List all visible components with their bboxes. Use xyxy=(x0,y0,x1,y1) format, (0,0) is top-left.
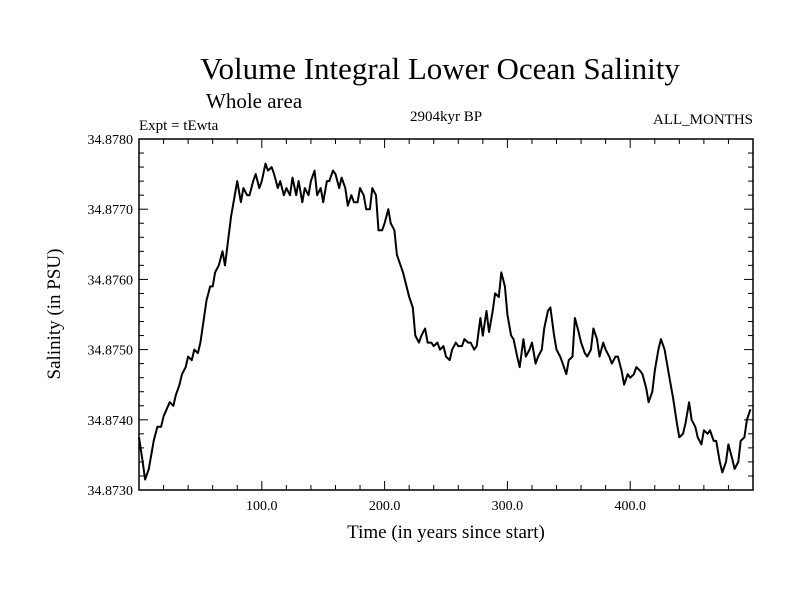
x-tick-label: 200.0 xyxy=(369,499,401,514)
x-axis: 100.0 200.0 300.0 400.0 xyxy=(138,139,754,514)
x-tick-label: 300.0 xyxy=(492,499,524,514)
y-tick-label: 34.8730 xyxy=(88,484,134,499)
period-label: 2904kyr BP xyxy=(410,109,482,125)
y-tick-label: 34.8770 xyxy=(88,203,134,218)
x-axis-label: Time (in years since start) xyxy=(347,522,545,543)
x-tick-label: 400.0 xyxy=(614,499,646,514)
y-tick-label: 34.8740 xyxy=(88,414,134,429)
y-tick-label: 34.8760 xyxy=(88,273,134,288)
chart-title: Volume Integral Lower Ocean Salinity xyxy=(200,51,680,86)
x-tick-label: 100.0 xyxy=(246,499,278,514)
experiment-label: Expt = tEwta xyxy=(139,118,219,134)
y-axis-label: Salinity (in PSU) xyxy=(44,249,65,380)
y-tick-label: 34.8750 xyxy=(88,344,134,359)
chart-subtitle: Whole area xyxy=(206,89,303,113)
salinity-series-line xyxy=(138,162,752,481)
plot-frame xyxy=(138,138,754,491)
y-tick-label: 34.8780 xyxy=(88,133,134,148)
y-axis: 34.8730 34.8740 34.8750 34.8760 34.8770 34.87… xyxy=(88,133,753,499)
months-label: ALL_MONTHS xyxy=(653,112,753,128)
